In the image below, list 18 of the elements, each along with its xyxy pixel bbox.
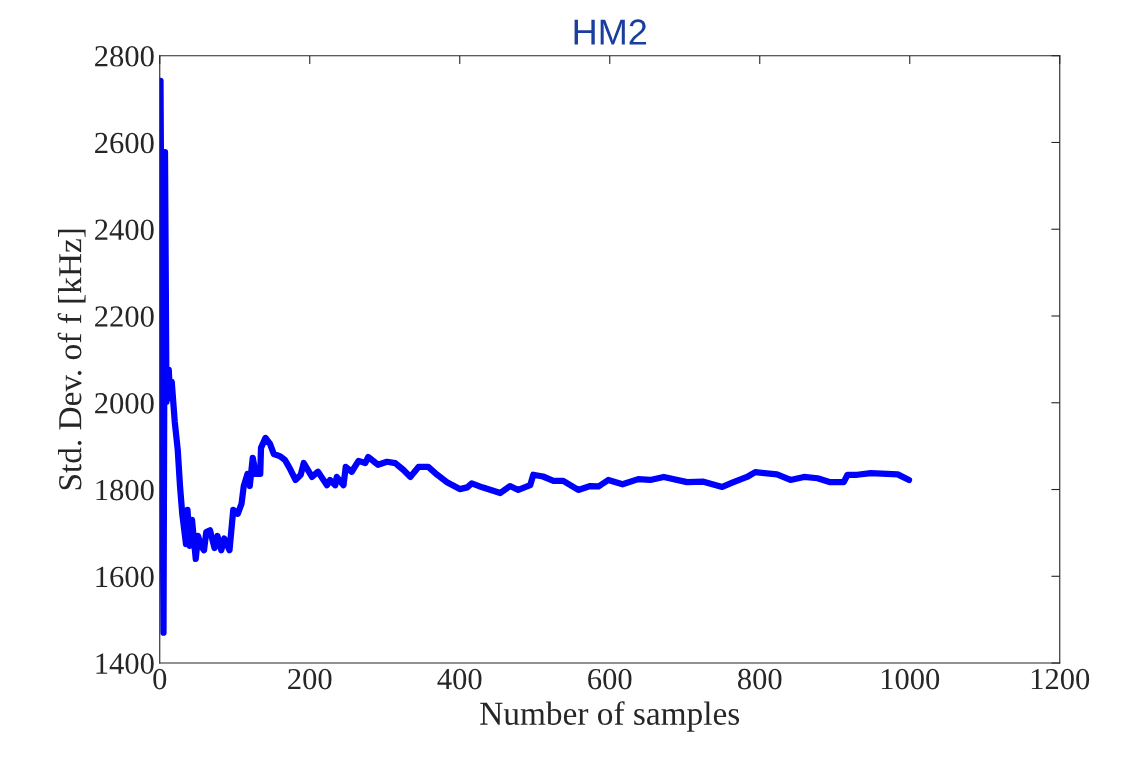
y-tick-label: 2800 <box>95 45 154 67</box>
y-tick-label: 2200 <box>95 306 154 327</box>
x-tick-label: 1000 <box>881 668 940 690</box>
y-axis-title: Std. Dev. of f [kHz] <box>57 229 86 490</box>
x-tick-label: 0 <box>153 668 167 690</box>
x-tick-label: 1200 <box>1031 668 1090 690</box>
y-tick-label: 2000 <box>95 393 154 414</box>
x-tick-label: 200 <box>288 668 332 690</box>
y-tick-label: 1800 <box>96 479 154 501</box>
x-tick-label: 600 <box>588 668 632 690</box>
y-tick-label: 1600 <box>96 566 154 588</box>
x-axis-title: Number of samples <box>480 701 740 732</box>
y-tick-label: 2400 <box>95 219 154 241</box>
x-tick-label: 800 <box>738 668 782 690</box>
y-tick-label: 1400 <box>96 653 154 674</box>
chart-title: HM2 <box>574 19 647 45</box>
x-tick-label: 400 <box>437 668 482 690</box>
y-tick-label: 2600 <box>95 132 154 154</box>
